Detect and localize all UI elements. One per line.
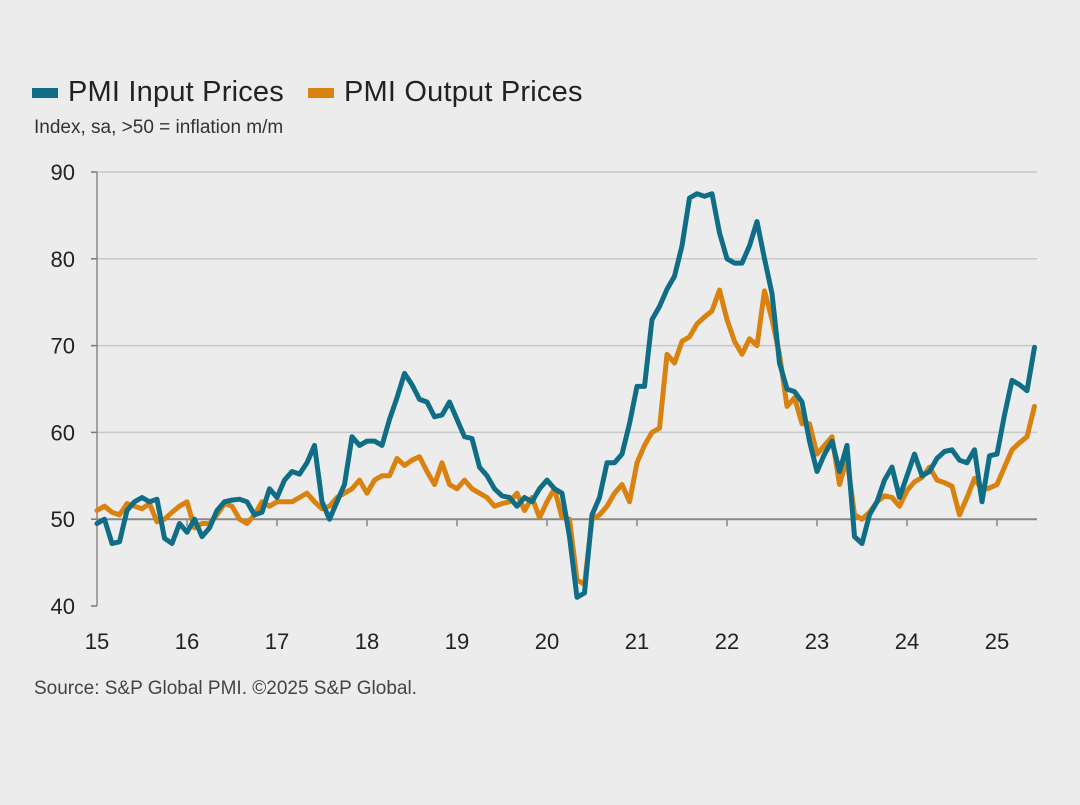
legend-label-output: PMI Output Prices bbox=[343, 76, 583, 108]
x-tick-label: 20 bbox=[535, 629, 559, 654]
x-tick-label: 21 bbox=[625, 629, 649, 654]
legend-swatch-output bbox=[307, 87, 334, 98]
x-tick-label: 25 bbox=[985, 629, 1009, 654]
legend-item-output-prices: PMI Output Prices bbox=[307, 76, 583, 109]
x-tick-label: 16 bbox=[175, 629, 199, 654]
legend-swatch-input bbox=[32, 87, 58, 98]
y-tick-label: 80 bbox=[51, 247, 75, 272]
x-tick-label: 18 bbox=[355, 629, 379, 654]
x-tick-label: 19 bbox=[445, 629, 469, 654]
y-tick-label: 70 bbox=[51, 334, 75, 359]
legend-item-input-prices: PMI Input Prices bbox=[32, 76, 284, 109]
y-tick-label: 90 bbox=[51, 160, 75, 185]
x-tick-label: 23 bbox=[805, 629, 829, 654]
x-tick-label: 24 bbox=[895, 629, 919, 654]
chart-subtitle: Index, sa, >50 = inflation m/m bbox=[34, 117, 284, 138]
x-tick-label: 15 bbox=[85, 629, 109, 654]
y-tick-label: 50 bbox=[51, 507, 75, 532]
chart-legend: PMI Input Prices PMI Output Prices bbox=[32, 76, 607, 109]
y-tick-label: 40 bbox=[51, 594, 75, 619]
y-tick-label: 60 bbox=[51, 420, 75, 445]
legend-label-input: PMI Input Prices bbox=[68, 76, 284, 108]
series-line-output-prices bbox=[94, 287, 1037, 587]
x-tick-label: 22 bbox=[715, 629, 739, 654]
chart-source: Source: S&P Global PMI. ©2025 S&P Global… bbox=[34, 678, 417, 699]
x-tick-label: 17 bbox=[265, 629, 289, 654]
series-line-input-prices bbox=[94, 191, 1037, 600]
